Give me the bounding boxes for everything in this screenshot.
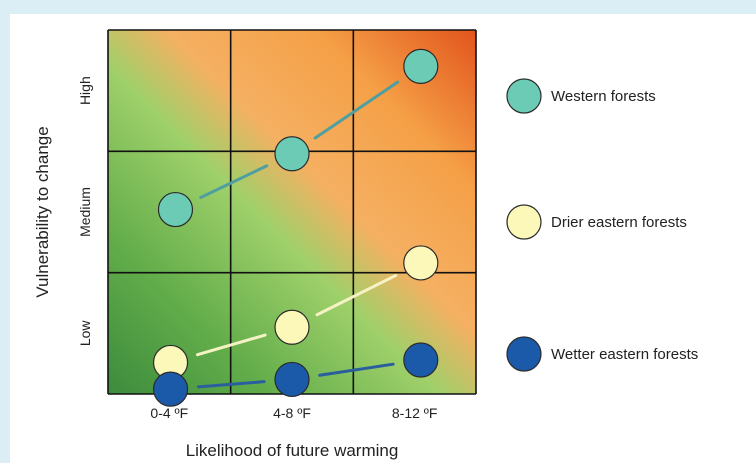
x-tick-label: 4-8 ºF [273,405,311,421]
data-point-wetter-eastern-forests [403,342,439,378]
legend-swatch [506,78,542,114]
series-points [152,48,439,407]
legend-swatch [506,336,542,372]
legend-swatch [506,204,542,240]
data-point-western-forests [403,48,439,85]
series-connector-line [313,80,400,140]
y-tick-label: High [77,76,93,105]
series-connector-line [318,362,395,377]
data-point-drier-eastern-forests [274,309,310,345]
data-point-wetter-eastern-forests [152,371,189,407]
legend-label: Wetter eastern forests [551,346,698,363]
x-tick-label: 0-4 ºF [150,405,188,421]
forest-vulnerability-chart: 0-4 ºF 4-8 ºF 8-12 ºF Low Medium High Likeli… [33,29,698,460]
x-tick-labels: 0-4 ºF 4-8 ºF 8-12 ºF [150,405,437,421]
data-point-western-forests [274,136,310,172]
data-point-wetter-eastern-forests [274,361,310,398]
x-axis-title: Likelihood of future warming [186,441,399,460]
y-tick-label: Low [77,320,93,347]
y-tick-label: Medium [77,187,93,237]
chart-panel: 0-4 ºF 4-8 ºF 8-12 ºF Low Medium High Likeli… [10,14,756,463]
series-connector-line [315,273,398,317]
y-tick-labels: Low Medium High [77,76,93,346]
legend-label: Drier eastern forests [551,214,687,231]
data-point-western-forests [157,191,194,228]
series-connector-line [195,333,267,357]
x-tick-label: 8-12 ºF [392,405,438,421]
legend: Western forests Drier eastern forests Wett… [506,78,698,372]
y-axis-title: Vulnerability to change [33,126,52,297]
series-lines [195,80,400,389]
series-connector-line [199,164,269,199]
series-connector-line [196,380,266,389]
data-point-drier-eastern-forests [403,245,439,281]
legend-label: Western forests [551,88,656,105]
